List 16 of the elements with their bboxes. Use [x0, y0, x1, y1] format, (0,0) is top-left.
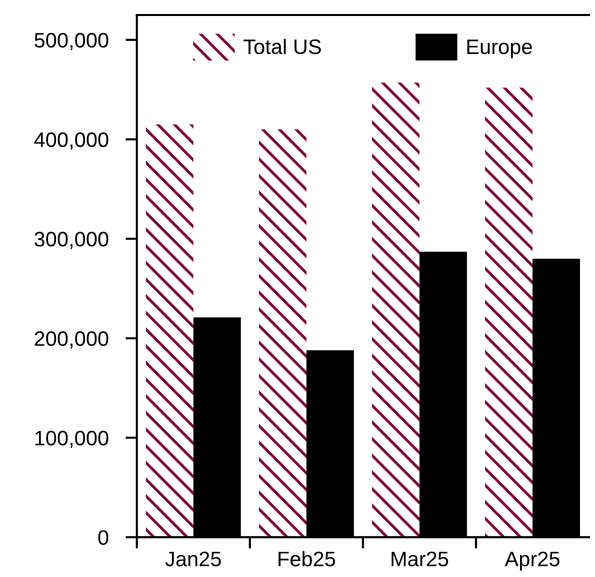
legend-label: Europe — [467, 40, 532, 58]
y-tick-label: 200,000 — [34, 331, 108, 348]
y-tick-label: 0 — [98, 530, 108, 545]
y-tick-label: 100,000 — [35, 430, 108, 448]
x-tick-label: Jan25 — [165, 552, 221, 566]
y-tick-label: 300,000 — [34, 232, 108, 250]
y-tick-label: 400,000 — [34, 132, 108, 150]
bar — [485, 88, 533, 538]
x-tick-label: Apr25 — [504, 552, 560, 570]
bar — [146, 124, 194, 538]
bar — [258, 129, 306, 538]
legend-label: Total US — [244, 38, 321, 54]
bar — [372, 82, 420, 538]
x-tick-label: Feb25 — [278, 551, 336, 566]
x-tick-label: Mar25 — [392, 552, 448, 566]
y-tick-label: 500,000 — [34, 32, 108, 50]
